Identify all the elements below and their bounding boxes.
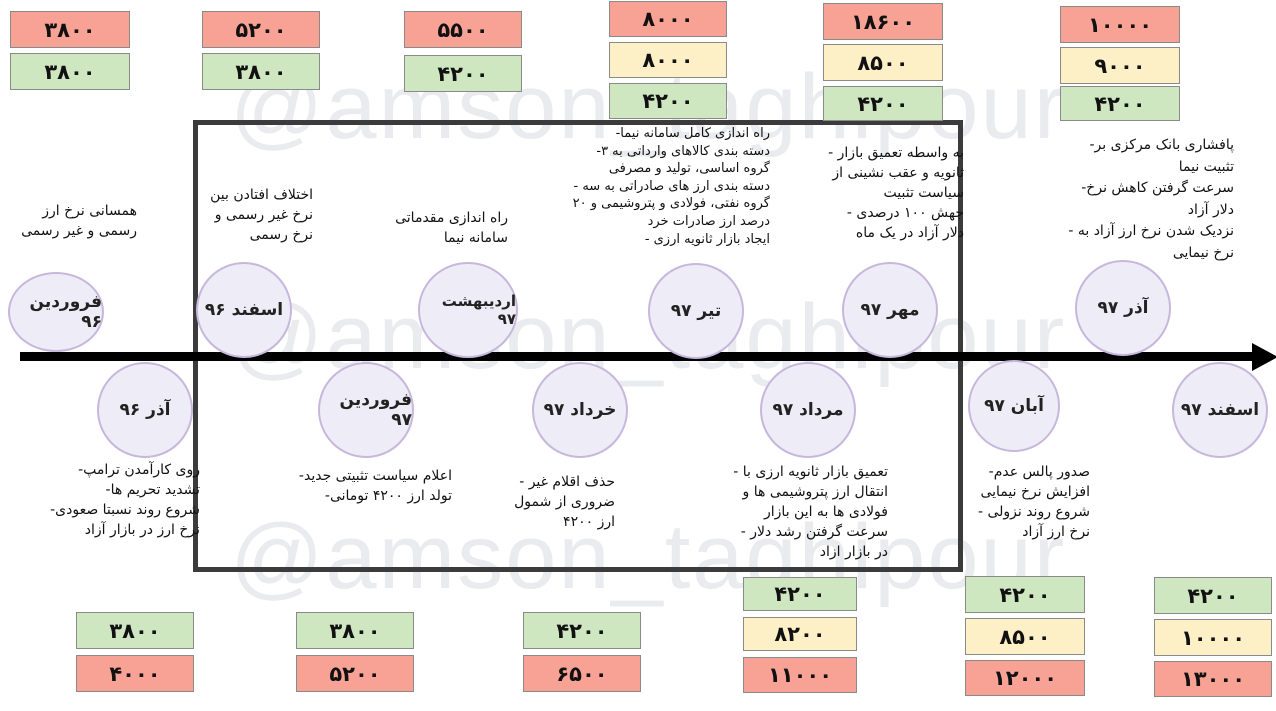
official-rate-box: ۴۲۰۰ xyxy=(523,612,641,649)
timeline-node: آذر ۹۷ xyxy=(1075,260,1171,356)
free-rate-box: ۵۵۰۰ xyxy=(404,11,522,48)
event-note: پافشاری بانک مرکزی بر- تثبیت نیما سرعت گرف… xyxy=(1068,137,1234,261)
free-rate-box: ۱۳۰۰۰ xyxy=(1154,661,1272,697)
official-rate-box: ۴۲۰۰ xyxy=(609,83,727,119)
free-rate-box: ۱۰۰۰۰ xyxy=(1060,6,1180,43)
timeline-node: اسفند ۹۶ xyxy=(196,262,292,358)
free-rate-box: ۵۲۰۰ xyxy=(202,11,320,48)
free-rate-box: ۱۱۰۰۰ xyxy=(743,657,857,693)
event-note: به واسطه تعمیق بازار - ثانویه و عقب نشینی… xyxy=(828,145,964,241)
timeline-node: آبان ۹۷ xyxy=(968,360,1060,452)
event-note: حذف اقلام غیر - ضروری از شمول ارز ۴۲۰۰ xyxy=(514,474,615,530)
free-rate-box: ۸۰۰۰ xyxy=(609,1,727,37)
free-rate-box: ۶۵۰۰ xyxy=(523,655,641,692)
highlight-frame xyxy=(193,120,963,572)
free-rate-box: ۴۰۰۰ xyxy=(76,655,194,692)
timeline-node: فروردین ۹۷ xyxy=(318,362,414,458)
timeline-node: مرداد ۹۷ xyxy=(760,362,856,458)
official-rate-box: ۴۲۰۰ xyxy=(743,577,857,611)
timeline-node: اردیبهشت ۹۷ xyxy=(418,262,518,358)
official-rate-box: ۴۲۰۰ xyxy=(404,55,522,92)
free-rate-box: ۱۸۶۰۰ xyxy=(823,3,943,40)
timeline-node: خرداد ۹۷ xyxy=(532,362,628,458)
official-rate-box: ۳۸۰۰ xyxy=(10,53,130,90)
timeline-node: مهر ۹۷ xyxy=(842,262,938,358)
timeline-node: اسفند ۹۷ xyxy=(1172,362,1268,458)
official-rate-box: ۳۸۰۰ xyxy=(202,53,320,90)
event-note: اعلام سیاست تثبیتی جدید- تولد ارز ۴۲۰۰ تو… xyxy=(298,468,452,504)
secondary-rate-box: ۸۲۰۰ xyxy=(743,617,857,651)
secondary-rate-box: ۱۰۰۰۰ xyxy=(1154,619,1272,656)
free-rate-box: ۵۲۰۰ xyxy=(296,655,414,692)
secondary-rate-box: ۸۵۰۰ xyxy=(823,44,943,81)
free-rate-box: ۳۸۰۰ xyxy=(10,11,130,48)
timeline-axis xyxy=(20,352,1256,361)
event-note: روی کارآمدن ترامپ- تشدید تحریم ها- شروع رو… xyxy=(50,462,200,538)
secondary-rate-box: ۹۰۰۰ xyxy=(1060,47,1180,84)
timeline-node: فروردین ۹۶ xyxy=(8,272,104,352)
event-note: راه اندازی مقدماتی سامانه نیما xyxy=(395,210,508,246)
official-rate-box: ۴۲۰۰ xyxy=(965,576,1085,613)
event-note: راه اندازی کامل سامانه نیما- دسته بندی کا… xyxy=(572,126,770,247)
official-rate-box: ۴۲۰۰ xyxy=(1154,577,1272,614)
event-note: اختلاف افتادن بین نرخ غیر رسمی و نرخ رسمی xyxy=(210,187,313,243)
timeline-arrowhead xyxy=(1252,343,1276,371)
free-rate-box: ۱۲۰۰۰ xyxy=(965,660,1085,696)
secondary-rate-box: ۸۰۰۰ xyxy=(609,42,727,78)
event-note: صدور پالس عدم- افزایش نرخ نیمایی شروع روند… xyxy=(977,464,1090,540)
official-rate-box: ۴۲۰۰ xyxy=(823,86,943,121)
timeline-node: آذر ۹۶ xyxy=(97,362,193,458)
official-rate-box: ۳۸۰۰ xyxy=(76,612,194,649)
secondary-rate-box: ۸۵۰۰ xyxy=(965,618,1085,655)
timeline-node: تیر ۹۷ xyxy=(648,263,744,359)
official-rate-box: ۳۸۰۰ xyxy=(296,612,414,649)
event-note: تعمیق بازار ثانویه ارزی با - انتقال ارز پ… xyxy=(733,464,888,560)
official-rate-box: ۴۲۰۰ xyxy=(1060,86,1180,121)
event-note: همسانی نرخ ارز رسمی و غیر رسمی xyxy=(21,203,137,239)
